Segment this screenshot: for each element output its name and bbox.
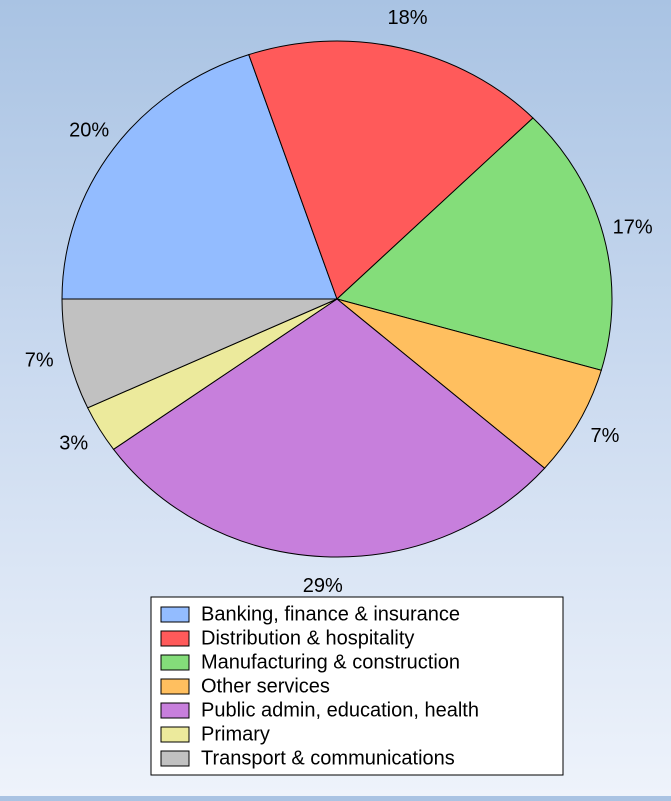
pie-slice-distribution-and-hospitality bbox=[248, 40, 534, 300]
legend-label-other-services: Other services bbox=[201, 675, 330, 697]
legend-label-banking-finance-and-insurance: Banking, finance & insurance bbox=[201, 603, 460, 625]
pie-slice-other-services bbox=[336, 298, 602, 469]
data-label-primary: 3% bbox=[59, 433, 88, 455]
data-label-manufacturing-and-construction: 17% bbox=[613, 216, 653, 238]
data-label-other-services: 7% bbox=[591, 425, 620, 447]
legend-swatch-primary bbox=[160, 726, 190, 743]
legend-swatch-transport-and-communications bbox=[160, 750, 190, 767]
data-label-public-admin-education-health: 29% bbox=[303, 575, 343, 597]
pie-slice-manufacturing-and-construction bbox=[335, 117, 613, 371]
legend-label-primary: Primary bbox=[201, 723, 270, 745]
pie-slice-public-admin-education-health bbox=[112, 298, 546, 558]
legend-box bbox=[150, 596, 564, 776]
legend-swatch-manufacturing-and-construction bbox=[160, 654, 190, 671]
pie-slice-transport-and-communications bbox=[61, 298, 338, 409]
legend-swatch-public-admin-education-health bbox=[160, 702, 190, 719]
data-label-banking-finance-and-insurance: 20% bbox=[69, 119, 109, 141]
legend-label-public-admin-education-health: Public admin, education, health bbox=[201, 699, 479, 721]
pie-data-labels: 20% 18% 17% 7% 29% 3% 7% bbox=[25, 7, 653, 597]
legend-swatch-banking-finance-and-insurance bbox=[160, 606, 190, 623]
legend-label-distribution-and-hospitality: Distribution & hospitality bbox=[201, 627, 414, 649]
pie-slices bbox=[61, 40, 613, 558]
data-label-distribution-and-hospitality: 18% bbox=[387, 7, 427, 29]
legend-label-manufacturing-and-construction: Manufacturing & construction bbox=[201, 651, 460, 673]
chart-legend: Banking, finance & insuranceDistribution… bbox=[150, 596, 564, 776]
legend-swatch-distribution-and-hospitality bbox=[160, 630, 190, 647]
legend-label-transport-and-communications: Transport & communications bbox=[201, 747, 455, 769]
data-label-transport-and-communications: 7% bbox=[25, 349, 54, 371]
pie-slice-banking-finance-and-insurance bbox=[61, 54, 338, 300]
legend-swatch-other-services bbox=[160, 678, 190, 695]
